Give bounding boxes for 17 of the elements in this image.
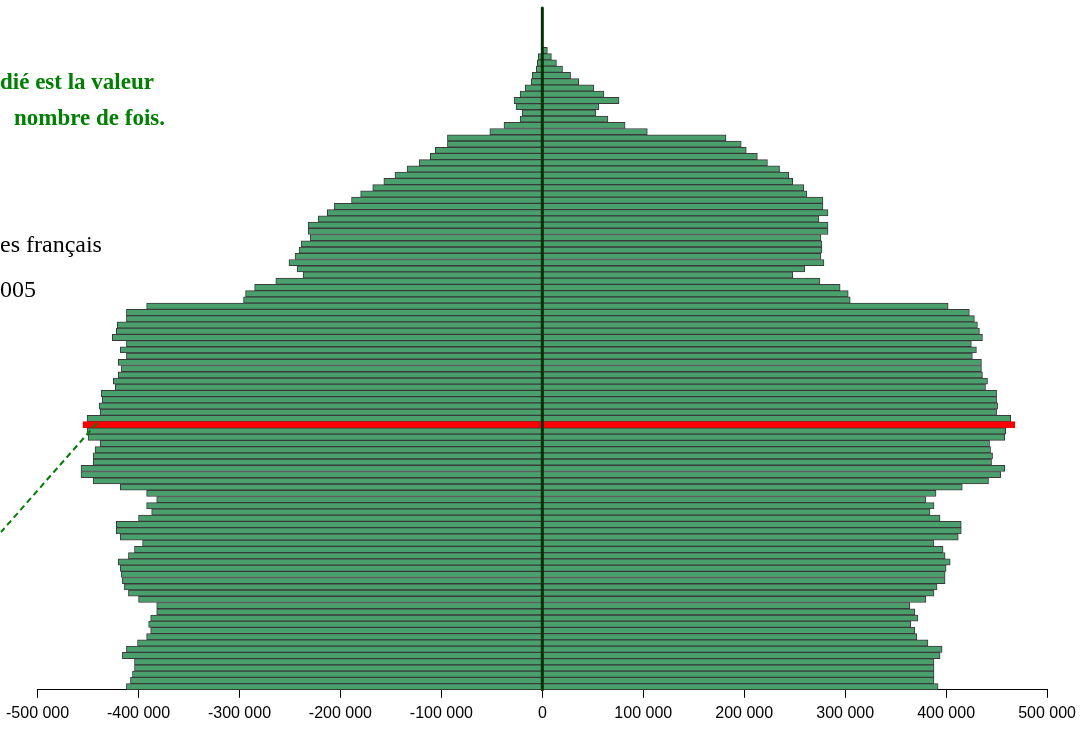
annotation: dié est la valeur — [0, 69, 154, 94]
x-tick-label: -200 000 — [308, 703, 373, 721]
bar — [82, 421, 542, 429]
annotation: es français — [0, 231, 102, 257]
x-tick-label: -500 000 — [6, 703, 70, 721]
bar — [542, 421, 1016, 429]
x-tick-label: 200 000 — [715, 703, 774, 721]
annotation: nombre de fois. — [14, 105, 165, 130]
x-tick-label: -100 000 — [409, 703, 474, 721]
x-tick-label: -400 000 — [106, 703, 171, 721]
x-tick-label: 400 000 — [917, 703, 976, 721]
text: 005 — [0, 276, 36, 302]
x-tick-label: 0 — [537, 703, 547, 721]
x-tick-label: 500 000 — [1018, 703, 1077, 721]
x-tick-label: 300 000 — [816, 703, 875, 721]
x-tick-label: -300 000 — [207, 703, 272, 721]
x-tick-label: 100 000 — [614, 703, 673, 721]
